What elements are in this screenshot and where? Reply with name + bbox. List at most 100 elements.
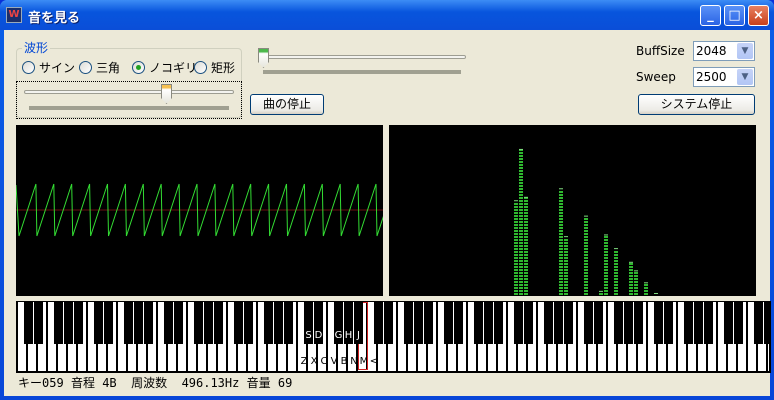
black-key[interactable] [174,302,183,344]
black-key[interactable] [234,302,243,344]
black-key[interactable] [634,302,643,344]
black-key[interactable] [144,302,153,344]
maximize-button[interactable]: □ [724,5,745,26]
black-key[interactable] [54,302,63,344]
white-key[interactable] [668,302,678,371]
white-key[interactable] [708,302,718,371]
black-key[interactable] [134,302,143,344]
black-key[interactable] [694,302,703,344]
black-key[interactable] [554,302,563,344]
black-key[interactable] [664,302,673,344]
black-key[interactable] [594,302,603,344]
black-key[interactable] [424,302,433,344]
black-key[interactable] [34,302,43,344]
app-icon[interactable]: W [6,7,22,23]
radio-circle[interactable] [22,61,35,74]
white-key[interactable] [218,302,228,371]
stop-song-button[interactable]: 曲の停止 [250,94,324,115]
white-key[interactable] [638,302,648,371]
top-slider-thumb[interactable] [258,48,269,68]
black-key[interactable]: J [354,302,363,344]
black-key[interactable] [524,302,533,344]
top-slider-track[interactable] [258,55,466,59]
title-bar[interactable]: W 音を見る _ □ × [0,0,774,30]
black-key[interactable] [264,302,273,344]
black-key[interactable] [414,302,423,344]
white-key[interactable] [38,302,48,371]
white-key[interactable] [358,302,368,370]
black-key[interactable]: G [334,302,343,344]
black-key[interactable] [24,302,33,344]
white-key[interactable] [178,302,188,371]
black-key[interactable] [384,302,393,344]
stop-system-button[interactable]: システム停止 [638,94,755,115]
black-key[interactable] [64,302,73,344]
black-key[interactable] [494,302,503,344]
black-key[interactable]: S [304,302,313,344]
waveform-slider-thumb[interactable] [161,84,172,104]
close-button[interactable]: × [748,5,769,26]
white-key[interactable] [318,302,328,371]
black-key[interactable] [724,302,733,344]
black-key[interactable] [374,302,383,344]
piano-keyboard[interactable]: Z X C V B N M < S D G H J [16,301,771,373]
white-key[interactable] [738,302,748,371]
black-key[interactable] [454,302,463,344]
radio-sine[interactable]: サイン [22,59,75,76]
black-key[interactable] [164,302,173,344]
white-key[interactable] [388,302,398,371]
black-key[interactable] [564,302,573,344]
chevron-down-icon[interactable]: ▼ [737,69,753,85]
chevron-down-icon[interactable]: ▼ [737,43,753,59]
black-key[interactable] [484,302,493,344]
black-key[interactable] [514,302,523,344]
black-key[interactable] [624,302,633,344]
black-key[interactable] [764,302,769,344]
black-key[interactable]: H [344,302,353,344]
radio-circle[interactable] [79,61,92,74]
waveform-slider-track[interactable] [24,90,234,94]
black-key[interactable] [204,302,213,344]
black-key[interactable] [194,302,203,344]
white-key[interactable] [428,302,438,371]
black-key[interactable] [684,302,693,344]
radio-triangle[interactable]: 三角 [79,59,120,76]
white-key[interactable] [458,302,468,371]
black-key[interactable] [274,302,283,344]
white-key[interactable] [528,302,538,371]
black-key[interactable] [104,302,113,344]
white-key[interactable] [248,302,258,371]
black-key[interactable] [74,302,83,344]
black-key[interactable] [474,302,483,344]
white-key[interactable] [288,302,298,371]
white-key[interactable] [148,302,158,371]
black-key[interactable] [404,302,413,344]
white-key[interactable] [108,302,118,371]
black-key[interactable] [734,302,743,344]
radio-sawtooth[interactable]: ノコギリ [132,59,197,76]
black-key[interactable]: D [314,302,323,344]
black-key[interactable] [654,302,663,344]
black-key[interactable] [444,302,453,344]
black-key[interactable] [614,302,623,344]
black-key[interactable] [94,302,103,344]
radio-circle[interactable] [132,61,145,74]
black-key[interactable] [584,302,593,344]
spectrum-bar [599,290,603,295]
black-key[interactable] [124,302,133,344]
black-key[interactable] [704,302,713,344]
radio-circle[interactable] [194,61,207,74]
black-key[interactable] [214,302,223,344]
white-key[interactable] [498,302,508,371]
black-key[interactable] [544,302,553,344]
buffsize-select[interactable]: 2048 ▼ [693,41,755,61]
white-key[interactable] [78,302,88,371]
white-key[interactable] [568,302,578,371]
white-key[interactable] [598,302,608,371]
black-key[interactable] [244,302,253,344]
minimize-button[interactable]: _ [700,5,721,26]
sweep-select[interactable]: 2500 ▼ [693,67,755,87]
black-key[interactable] [284,302,293,344]
black-key[interactable] [754,302,763,344]
radio-square[interactable]: 矩形 [194,59,235,76]
